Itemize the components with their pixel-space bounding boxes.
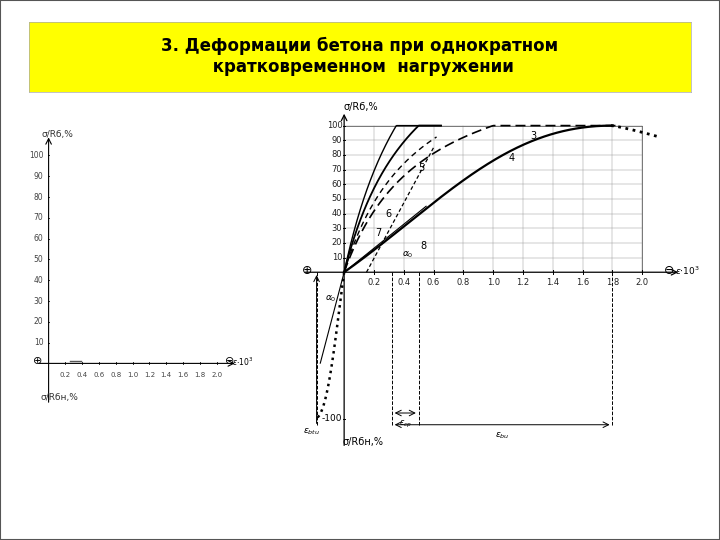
Text: σ/Rб,%: σ/Rб,% [343,103,378,112]
Text: 1.2: 1.2 [144,372,155,377]
Text: 1.0: 1.0 [127,372,138,377]
Text: 3. Деформации бетона при однократном
 кратковременном  нагружении: 3. Деформации бетона при однократном кра… [161,37,559,76]
Text: 60: 60 [34,234,44,243]
Text: 50: 50 [332,194,342,204]
Text: 8: 8 [420,241,426,251]
Text: 0.4: 0.4 [397,278,410,287]
Text: 1.8: 1.8 [194,372,205,377]
Text: $\alpha_0$: $\alpha_0$ [402,249,414,260]
Text: $\alpha_0$: $\alpha_0$ [325,293,336,304]
Text: ⊖: ⊖ [225,356,234,366]
Text: 10: 10 [34,338,44,347]
Text: $\varepsilon{\cdot}10^3$: $\varepsilon{\cdot}10^3$ [232,355,253,368]
Text: 0.4: 0.4 [76,372,88,377]
Text: $\varepsilon_{bu}$: $\varepsilon_{bu}$ [495,430,510,441]
Text: 5: 5 [418,163,425,173]
Text: 100: 100 [29,151,44,160]
Text: 0.6: 0.6 [427,278,440,287]
Text: ⊖: ⊖ [664,264,675,277]
Text: 80: 80 [332,151,342,159]
Text: 10: 10 [332,253,342,262]
Text: 2.0: 2.0 [211,372,222,377]
Text: σ/Rб,%: σ/Rб,% [42,130,73,139]
Text: 90: 90 [34,172,44,181]
Text: $\varepsilon_{cp}$: $\varepsilon_{cp}$ [399,419,412,430]
Text: 70: 70 [332,165,342,174]
Text: 50: 50 [34,255,44,264]
Text: 4: 4 [508,153,514,163]
Text: 1.4: 1.4 [546,278,559,287]
Text: 3: 3 [531,131,536,141]
Text: 100: 100 [327,121,342,130]
Text: σ/Rбн,%: σ/Rбн,% [40,393,78,402]
Text: 6: 6 [386,208,392,219]
Text: 0.8: 0.8 [456,278,470,287]
Text: 1.6: 1.6 [576,278,589,287]
Text: 1.4: 1.4 [161,372,172,377]
Text: 60: 60 [332,180,342,189]
Text: 30: 30 [34,296,44,306]
Text: 40: 40 [332,209,342,218]
Text: 0.8: 0.8 [110,372,122,377]
Text: 0.6: 0.6 [94,372,104,377]
Text: 70: 70 [34,213,44,222]
Text: 90: 90 [332,136,342,145]
Text: 0.2: 0.2 [60,372,71,377]
Text: 0.2: 0.2 [367,278,380,287]
Text: 1.2: 1.2 [516,278,530,287]
Text: 40: 40 [34,276,44,285]
Text: -100: -100 [322,414,342,423]
Text: 7: 7 [375,227,382,238]
Text: 1.6: 1.6 [177,372,189,377]
Text: 20: 20 [34,318,44,326]
Text: ⊕: ⊕ [33,356,42,366]
Text: $\varepsilon_{btu}$: $\varepsilon_{btu}$ [303,426,320,437]
Text: 1.0: 1.0 [487,278,500,287]
Text: 30: 30 [332,224,342,233]
Text: $\varepsilon{\cdot}10^3$: $\varepsilon{\cdot}10^3$ [675,265,700,277]
Text: 1.8: 1.8 [606,278,619,287]
Text: 20: 20 [332,238,342,247]
Text: 2.0: 2.0 [636,278,649,287]
Text: ⊕: ⊕ [302,264,312,277]
Text: σ/Rбн,%: σ/Rбн,% [343,437,384,447]
Text: 80: 80 [34,192,44,201]
